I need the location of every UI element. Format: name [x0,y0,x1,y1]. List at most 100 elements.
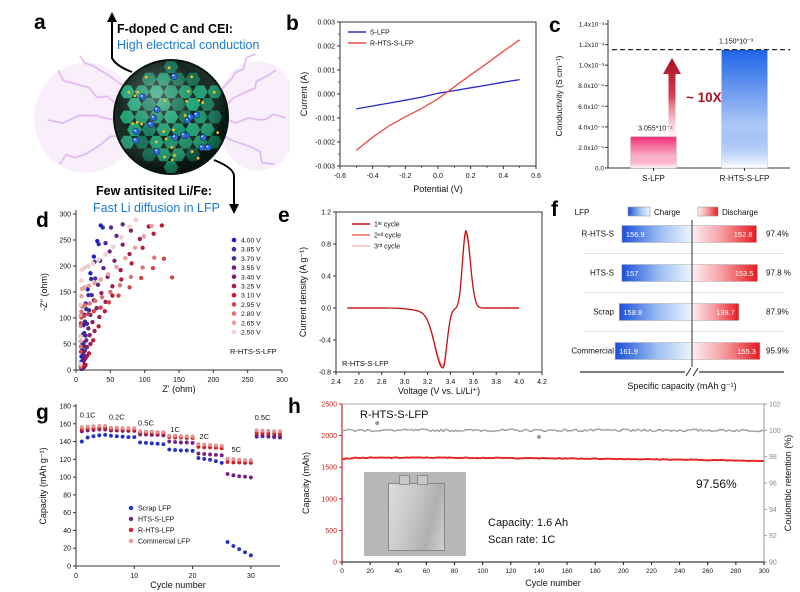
svg-text:0.001: 0.001 [317,68,335,75]
svg-text:40: 40 [395,568,403,575]
svg-text:R-HTS-S-LFP: R-HTS-S-LFP [360,409,428,421]
svg-text:250: 250 [59,238,71,245]
svg-text:0.4: 0.4 [321,274,331,281]
svg-text:0: 0 [340,568,344,575]
svg-text:3.25 V: 3.25 V [241,284,261,291]
svg-text:0.4: 0.4 [498,173,508,180]
svg-text:1C: 1C [170,425,180,434]
svg-text:96: 96 [769,481,777,488]
svg-text:3.6: 3.6 [468,379,478,386]
svg-text:3.055*10⁻⁴: 3.055*10⁻⁴ [638,126,673,133]
svg-text:-Z'' (ohm): -Z'' (ohm) [39,273,49,311]
svg-text:-0.8: -0.8 [319,370,331,377]
panel-c-conductivity: 0.0 2.0x10⁻⁴ 4.0x10⁻⁴ 6.0x10⁻⁴ 8.0x10⁻⁴ 1.0x1… [552,8,798,200]
svg-text:R-HTS-S-LFP: R-HTS-S-LFP [230,347,277,356]
panel-e-cv: 2.4 2.6 2.8 3.0 3.2 3.4 3.6 3.8 4.0 4.2 -0.8 -0.4 0.… [296,200,548,398]
panel-b-label: b [286,12,299,35]
svg-text:-0.002: -0.002 [315,140,335,147]
svg-text:100: 100 [59,475,71,482]
eis-series-2.65 V [78,223,154,368]
svg-text:Current (A): Current (A) [299,72,309,117]
svg-text:100: 100 [769,428,781,435]
svg-text:2.50 V: 2.50 V [241,330,261,337]
svg-text:60: 60 [63,510,71,517]
svg-text:6.0x10⁻⁴: 6.0x10⁻⁴ [578,104,604,111]
panel-b-iv-curve: -0.6 -0.4 -0.2 0.0 0.2 0.4 0.6 -0.003 -0.002 -0.0… [296,8,544,198]
svg-text:100: 100 [59,316,71,323]
rate-series-Commercial LFP [79,423,283,463]
svg-text:20: 20 [367,568,375,575]
svg-text:20: 20 [63,546,71,553]
svg-text:0.0: 0.0 [595,166,604,173]
svg-text:139.7: 139.7 [716,308,735,317]
svg-text:4.00 V: 4.00 V [241,238,261,245]
svg-text:0: 0 [74,377,78,384]
svg-text:92: 92 [769,533,777,540]
svg-text:Potential (V): Potential (V) [413,184,463,194]
panel-f-capacity-comparison: LFP Charge Discharge R-HTS-S 156.9 152.8 97.4%… [552,200,798,398]
svg-text:-0.003: -0.003 [315,164,335,171]
svg-text:2000: 2000 [321,433,337,440]
svg-text:-0.4: -0.4 [367,173,379,180]
svg-text:2.80 V: 2.80 V [241,311,261,318]
svg-text:2.65 V: 2.65 V [241,320,261,327]
svg-text:161.9: 161.9 [619,347,638,356]
svg-text:94: 94 [769,507,777,514]
svg-text:-0.4: -0.4 [319,338,331,345]
svg-text:3.0: 3.0 [400,379,410,386]
svg-text:S-LFP: S-LFP [642,174,665,183]
svg-text:300: 300 [59,212,71,219]
svg-text:157: 157 [626,269,639,278]
svg-text:95.9%: 95.9% [766,347,789,356]
svg-text:97.56%: 97.56% [696,477,737,491]
svg-text:-0.2: -0.2 [399,173,411,180]
svg-text:300: 300 [759,568,770,575]
svg-text:60: 60 [423,568,431,575]
svg-text:Current density (A g⁻¹): Current density (A g⁻¹) [298,247,308,337]
eis-series-3.55 V [81,222,125,370]
svg-text:~ 10X: ~ 10X [686,90,722,105]
svg-text:R-HTS-S-LFP: R-HTS-S-LFP [342,359,389,368]
eis-series-3.10 V [83,223,165,368]
svg-text:200: 200 [207,377,219,384]
svg-text:0.2C: 0.2C [109,412,125,421]
svg-text:0.002: 0.002 [317,44,335,51]
svg-text:87.9%: 87.9% [766,308,789,317]
iv-curve-chart: -0.6 -0.4 -0.2 0.0 0.2 0.4 0.6 -0.003 -0.002 -0.0… [299,20,541,195]
svg-text:140: 140 [534,568,545,575]
svg-text:1.0x10⁻³: 1.0x10⁻³ [579,63,605,70]
svg-text:152.8: 152.8 [734,230,753,239]
svg-text:0: 0 [74,573,78,580]
svg-text:220: 220 [646,568,657,575]
panel-g-label: g [36,401,49,424]
capacity-tornado-chart: LFP Charge Discharge R-HTS-S 156.9 152.8 97.4%… [571,206,791,391]
svg-text:LFP: LFP [575,208,590,217]
svg-text:160: 160 [59,421,71,428]
panel-f-label: f [551,198,558,221]
svg-text:200: 200 [618,568,629,575]
svg-text:Coulombic retention (%): Coulombic retention (%) [783,435,793,532]
svg-text:0.0: 0.0 [321,306,331,313]
svg-text:Capacity: 1.6 Ah: Capacity: 1.6 Ah [488,517,568,529]
svg-text:Voltage (V vs. Li/Li⁺): Voltage (V vs. Li/Li⁺) [398,386,480,396]
svg-text:155.3: 155.3 [737,347,756,356]
panel-e-label: e [278,204,290,227]
bar-S-LFP [630,136,677,169]
svg-text:102: 102 [769,402,781,409]
svg-text:2.0x10⁻⁴: 2.0x10⁻⁴ [578,145,604,152]
svg-text:-0.6: -0.6 [334,173,346,180]
svg-text:R-HTS-S: R-HTS-S [582,230,614,239]
svg-text:Charge: Charge [654,208,681,217]
svg-text:1.4x10⁻³: 1.4x10⁻³ [579,22,605,29]
svg-text:Scrap: Scrap [593,308,614,317]
svg-text:Cycle number: Cycle number [525,578,581,588]
svg-text:Scan rate: 1C: Scan rate: 1C [488,534,555,546]
svg-text:50: 50 [63,342,71,349]
rate-capability-chart: 0 20 40 60 80 100 120 140 160 180 0 10 20 30 Cycle num… [38,404,283,590]
svg-text:3.55 V: 3.55 V [241,265,261,272]
svg-text:4.2: 4.2 [537,379,547,386]
svg-text:3.70 V: 3.70 V [241,256,261,263]
cv-curve-chart: 2.4 2.6 2.8 3.0 3.2 3.4 3.6 3.8 4.0 4.2 -0.8 -0.4 0.… [298,210,547,397]
panel-h-cycling: 0 500 1000 1500 2000 2500 90 92 94 96 98 100 102 0 20 4… [296,396,798,592]
cell-tab [417,475,428,485]
